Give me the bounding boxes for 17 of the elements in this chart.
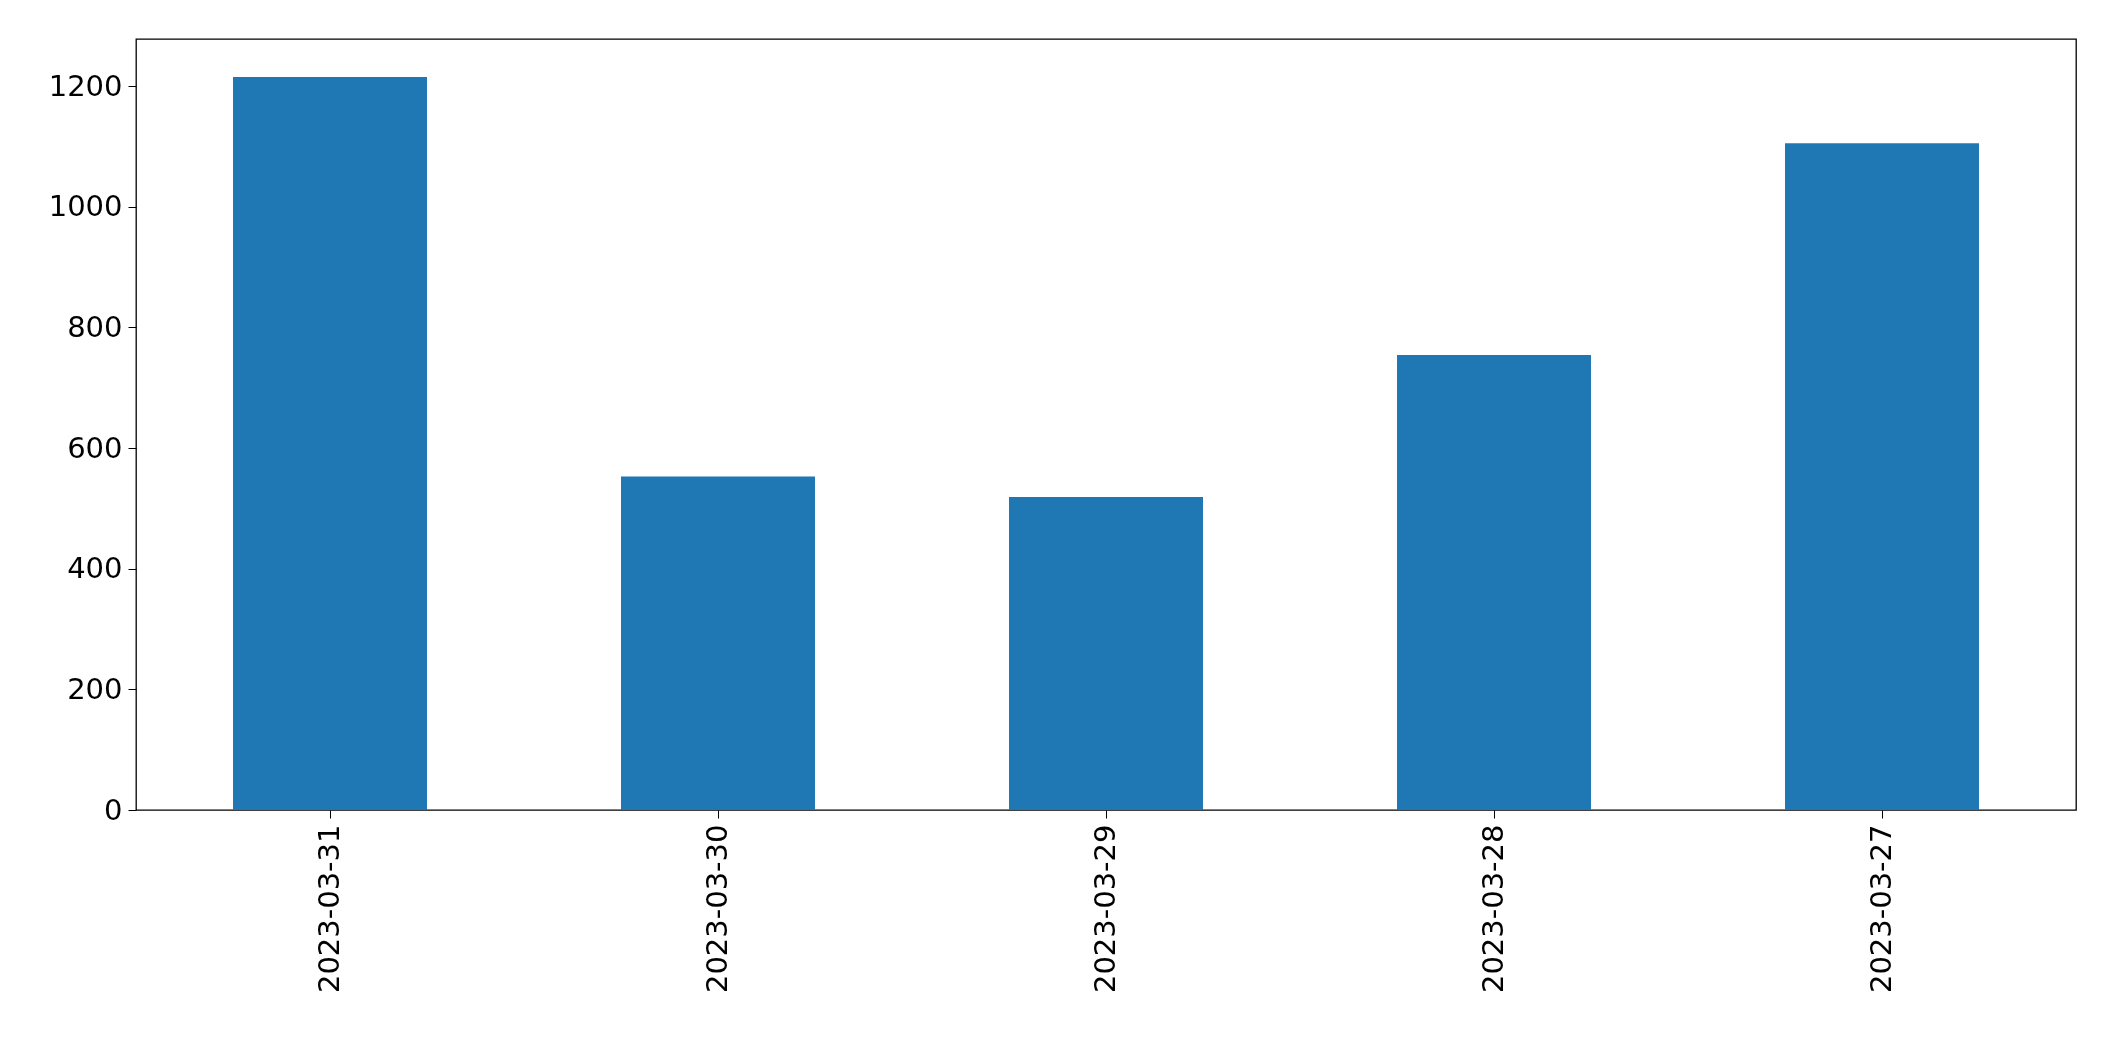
x-tick-label: 2023-03-30 <box>700 824 734 994</box>
y-tick-label: 400 <box>67 551 123 586</box>
bar <box>1397 355 1591 810</box>
x-tick-label: 2023-03-27 <box>1864 824 1898 994</box>
y-tick-label: 200 <box>67 671 123 706</box>
y-tick-label: 600 <box>67 430 123 465</box>
x-tick-label: 2023-03-29 <box>1088 824 1122 994</box>
y-tick-label: 0 <box>104 792 123 827</box>
x-tick-label: 2023-03-28 <box>1476 824 1510 994</box>
bar <box>1009 496 1203 810</box>
bar <box>621 476 815 810</box>
x-tick-label: 2023-03-31 <box>312 824 346 994</box>
y-tick-label: 1000 <box>48 189 123 224</box>
y-tick-label: 800 <box>67 309 123 344</box>
bar <box>233 77 427 810</box>
y-tick-label: 1200 <box>48 68 123 103</box>
bar <box>1785 143 1979 810</box>
